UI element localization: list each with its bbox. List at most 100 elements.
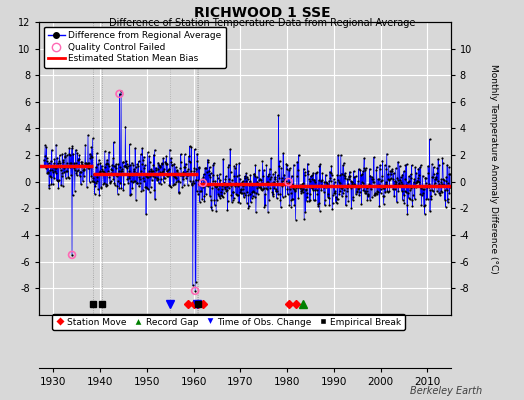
Point	[73, 150, 82, 156]
Point	[423, 182, 431, 189]
Point	[185, 158, 193, 164]
Point	[185, 143, 194, 149]
Point	[177, 158, 185, 165]
Point	[172, 166, 181, 173]
Point	[262, 162, 270, 168]
Point	[135, 174, 144, 180]
Point	[259, 172, 267, 179]
Point	[232, 161, 241, 168]
Point	[73, 168, 81, 174]
Point	[308, 185, 316, 191]
Point	[196, 181, 205, 188]
Point	[324, 195, 333, 202]
Point	[183, 171, 191, 178]
Point	[256, 175, 264, 182]
Point	[363, 197, 372, 203]
Point	[190, 165, 199, 171]
Point	[416, 190, 424, 197]
Point	[446, 184, 454, 190]
Point	[173, 178, 182, 184]
Point	[128, 179, 137, 186]
Point	[214, 190, 222, 197]
Point	[94, 170, 103, 176]
Point	[220, 180, 228, 186]
Point	[267, 181, 276, 187]
Point	[311, 187, 319, 194]
Point	[389, 183, 398, 189]
Point	[213, 175, 222, 182]
Point	[343, 176, 352, 182]
Point	[113, 172, 121, 179]
Point	[416, 182, 424, 188]
Point	[442, 178, 450, 184]
Point	[154, 166, 162, 173]
Point	[226, 169, 235, 175]
Point	[225, 176, 234, 182]
Point	[236, 186, 245, 192]
Point	[328, 206, 336, 213]
Point	[224, 198, 232, 204]
Point	[107, 167, 116, 174]
Point	[275, 163, 283, 169]
Point	[162, 160, 170, 166]
Point	[159, 178, 168, 185]
Point	[42, 144, 50, 150]
Point	[244, 205, 253, 211]
Point	[272, 195, 281, 201]
Point	[43, 170, 51, 176]
Point	[100, 170, 108, 176]
Point	[337, 170, 346, 177]
Point	[373, 164, 381, 170]
Point	[92, 164, 100, 170]
Point	[385, 177, 394, 184]
Point	[357, 172, 365, 178]
Point	[139, 174, 147, 181]
Point	[325, 202, 334, 208]
Point	[425, 181, 433, 188]
Point	[360, 155, 368, 161]
Point	[407, 185, 416, 191]
Point	[258, 180, 266, 186]
Point	[252, 162, 260, 168]
Point	[116, 168, 125, 174]
Point	[235, 200, 244, 206]
Point	[246, 172, 255, 178]
Point	[48, 164, 57, 170]
Point	[359, 165, 368, 171]
Point	[271, 188, 280, 195]
Point	[365, 181, 374, 187]
Point	[180, 164, 189, 171]
Point	[421, 175, 430, 181]
Point	[221, 186, 230, 192]
Point	[191, 146, 199, 152]
Point	[217, 192, 225, 198]
Point	[294, 195, 302, 201]
Point	[365, 183, 373, 189]
Point	[262, 181, 270, 187]
Point	[96, 184, 105, 190]
Point	[228, 177, 236, 183]
Point	[348, 179, 357, 186]
Point	[118, 168, 126, 174]
Point	[204, 168, 213, 174]
Point	[393, 174, 401, 181]
Point	[174, 190, 183, 196]
Point	[295, 183, 303, 189]
Point	[230, 195, 238, 202]
Point	[307, 173, 315, 179]
Point	[77, 181, 85, 188]
Point	[119, 187, 128, 194]
Point	[63, 152, 71, 158]
Point	[344, 180, 352, 187]
Point	[205, 172, 213, 178]
Point	[396, 182, 404, 188]
Point	[370, 191, 379, 197]
Point	[198, 176, 206, 182]
Point	[142, 184, 150, 190]
Point	[60, 154, 69, 160]
Point	[417, 185, 425, 191]
Point	[433, 165, 442, 171]
Point	[106, 178, 115, 185]
Point	[266, 175, 274, 182]
Text: RICHWOOD 1 SSE: RICHWOOD 1 SSE	[194, 6, 330, 20]
